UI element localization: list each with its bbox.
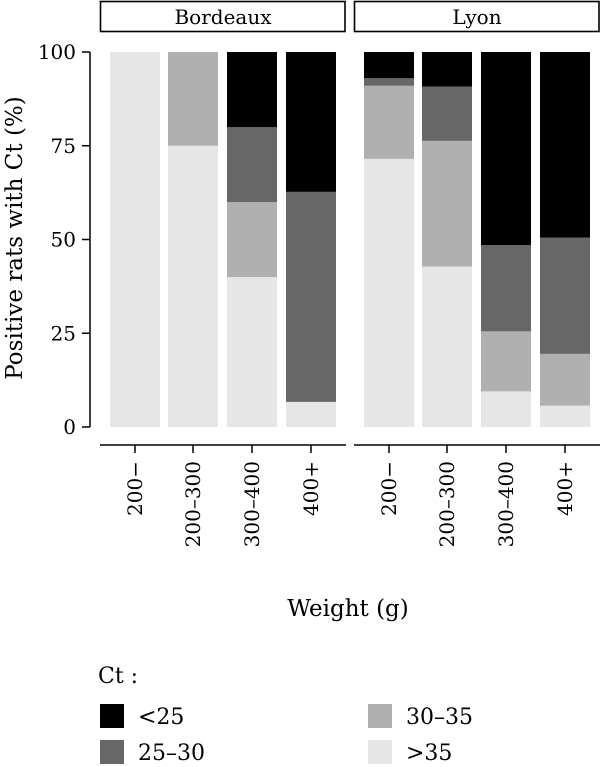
bar-segment [227, 52, 277, 127]
bar-segment [364, 85, 414, 159]
bar-segment [364, 158, 414, 427]
bar-segment [227, 127, 277, 202]
legend-swatch [368, 704, 392, 728]
bar-segment [481, 52, 531, 246]
bar-segment [227, 202, 277, 277]
panel-strip-1 [353, 0, 600, 33]
axes [82, 51, 600, 453]
bar-segment [540, 52, 590, 238]
bar-segment [168, 145, 218, 427]
bar-segment [422, 140, 472, 267]
x-tick-label: 200− [377, 461, 401, 516]
y-axis-title: Positive rats with Ct (%) [2, 96, 28, 380]
bar-segment [364, 52, 414, 79]
legend-label: 25–30 [138, 741, 205, 766]
x-tick-label: 200–300 [435, 461, 459, 547]
legend-label: 30–35 [406, 705, 473, 730]
legend-swatch [368, 740, 392, 764]
x-axis-title: Weight (g) [287, 596, 409, 622]
panel-strip-label: Bordeaux [174, 5, 272, 29]
legend: Ct : <25 30–35 25–30 >35 [98, 664, 473, 766]
panel-strips: Bordeaux Lyon [99, 0, 600, 33]
bar-segment [286, 401, 336, 427]
bar-segment [540, 405, 590, 427]
bar-segment [481, 245, 531, 332]
legend-swatch [100, 704, 124, 728]
legend-swatch [100, 740, 124, 764]
bar-segment [364, 78, 414, 86]
y-tick-label: 100 [38, 40, 76, 64]
x-tick-label: 200–300 [181, 461, 205, 547]
panel-strip-label: Lyon [452, 5, 501, 29]
bar-segment [422, 266, 472, 427]
x-tick-label: 300–400 [494, 461, 518, 547]
bar-segment [422, 86, 472, 141]
bar-segment [481, 331, 531, 392]
x-tick-label: 400+ [299, 461, 323, 516]
y-tick-label: 0 [63, 415, 76, 439]
x-tick-label: 300–400 [240, 461, 264, 547]
legend-label: >35 [406, 741, 452, 766]
bar-segment [168, 52, 218, 146]
bar-segment [481, 391, 531, 427]
x-tick-label: 400+ [553, 461, 577, 516]
y-tick-label: 75 [51, 134, 76, 158]
bar-segment [286, 191, 336, 402]
legend-title: Ct : [98, 664, 138, 689]
panel-strip-0 [99, 0, 346, 33]
x-tick-labels: 200− 200–300 300–400 400+ 200− 200–300 300–400… [123, 461, 577, 547]
bar-segment [227, 277, 277, 427]
bar-segment [540, 237, 590, 354]
y-tick-label: 50 [51, 228, 76, 252]
y-tick-label: 25 [51, 321, 76, 345]
x-tick-label: 200− [123, 461, 147, 516]
bar-segment [286, 52, 336, 192]
bar-segment [110, 52, 160, 427]
legend-label: <25 [138, 705, 184, 730]
bars [110, 52, 590, 427]
y-tick-labels: 0 25 50 75 100 [38, 40, 76, 439]
bar-segment [422, 52, 472, 87]
bar-segment [540, 353, 590, 406]
